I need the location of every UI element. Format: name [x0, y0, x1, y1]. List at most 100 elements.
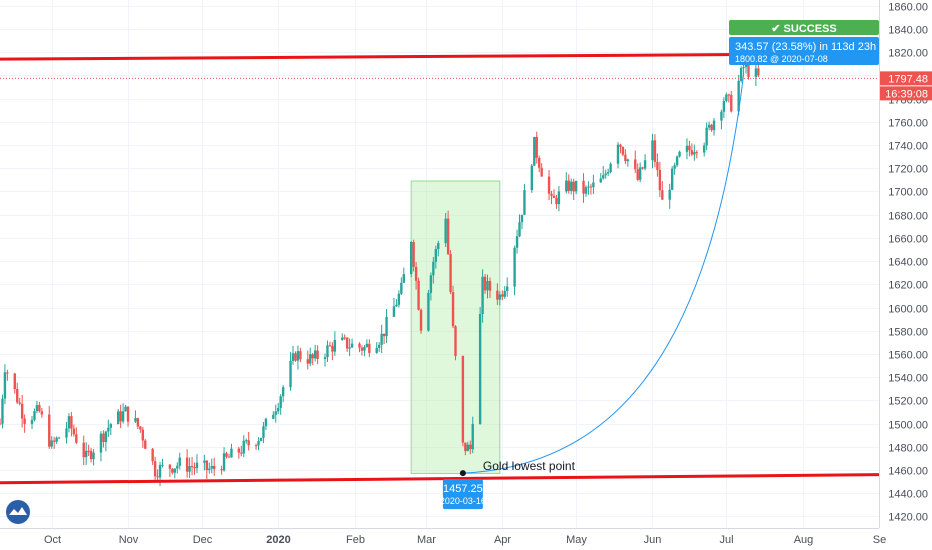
candle-body [444, 218, 447, 244]
candle-body [461, 356, 465, 443]
candle-body [316, 350, 319, 359]
candle-body [230, 448, 233, 458]
candle-body [739, 67, 743, 81]
candle-body [690, 150, 694, 155]
price-tick-label: 1440.00 [888, 489, 928, 501]
result-change: 343.57 (23.58%) in 113d 23h [735, 41, 876, 53]
candle-body [306, 359, 309, 364]
candle-body [454, 326, 457, 357]
candle-body [264, 418, 268, 427]
candle-body [168, 464, 172, 469]
candle-body [675, 156, 679, 166]
candle-body [584, 187, 588, 194]
candle-body [520, 214, 524, 223]
candle-body [702, 145, 706, 153]
candle-body [693, 152, 696, 155]
candle-body [55, 437, 58, 442]
candle-body [678, 151, 681, 157]
candle-body [116, 411, 120, 425]
price-tick-label: 1640.00 [888, 257, 928, 269]
candle-body [638, 167, 642, 180]
candle-body [377, 344, 381, 348]
candle-body [464, 442, 467, 452]
price-tick-label: 1600.00 [888, 304, 928, 316]
candle-body [488, 281, 492, 291]
low-price-date: 2020-03-16 [440, 496, 486, 506]
price-tick-label: 1720.00 [888, 164, 928, 176]
candle-body [208, 468, 211, 471]
candle-body [434, 249, 438, 262]
candle-body [429, 275, 433, 293]
projection-curve[interactable] [462, 74, 745, 474]
candle-body [188, 465, 191, 472]
candle-body [606, 172, 610, 174]
candle-body [262, 426, 265, 438]
logo-circle [6, 500, 30, 524]
price-tick-label: 1480.00 [888, 443, 928, 455]
candle-body [277, 408, 280, 412]
candle-body [107, 427, 110, 432]
candle-body [195, 462, 199, 469]
candle-body [104, 431, 108, 443]
candle-body [296, 351, 300, 361]
time-tick-label: Apr [494, 534, 511, 546]
trend-lines[interactable] [0, 53, 880, 485]
candle-body [400, 282, 403, 294]
candle-body [313, 350, 317, 359]
time-tick-label: Oct [44, 534, 61, 546]
candle-body [222, 453, 226, 471]
candlestick-series [0, 57, 760, 487]
candle-body [345, 337, 349, 349]
candle-body [661, 190, 664, 200]
price-tick-label: 1620.00 [888, 280, 928, 292]
candle-body [688, 145, 691, 151]
candle-body [382, 333, 386, 337]
time-tick-label: Nov [119, 534, 139, 546]
candle-body [326, 345, 329, 358]
candle-body [173, 468, 177, 473]
candle-body [350, 343, 354, 348]
candle-body [722, 100, 726, 112]
candle-body [213, 465, 216, 470]
candle-body [417, 280, 420, 310]
candle-body [368, 343, 371, 353]
candle-body [70, 416, 73, 429]
candle-body [757, 68, 760, 76]
candle-body [331, 345, 334, 352]
candle-body [747, 64, 750, 78]
candle-body [574, 180, 578, 192]
resistance-trendline[interactable] [0, 53, 742, 61]
candle-body [299, 351, 302, 360]
candle-body [348, 347, 351, 349]
low-point-marker[interactable] [459, 470, 466, 477]
candle-body [75, 434, 78, 443]
candle-body [538, 157, 541, 168]
candle-body [50, 440, 53, 447]
price-tick-label: 1560.00 [888, 350, 928, 362]
candle-body [35, 405, 39, 412]
price-tick-label: 1860.00 [888, 2, 928, 14]
candle-body [737, 80, 740, 112]
candle-body [730, 94, 733, 112]
candle-body [360, 347, 364, 351]
candle-body [254, 445, 258, 447]
candle-body [478, 314, 482, 424]
candle-body [225, 453, 228, 457]
candle-body [555, 197, 558, 205]
candle-body [567, 180, 570, 191]
candle-body [392, 306, 396, 317]
support-trendline[interactable] [0, 473, 880, 485]
candle-body [636, 169, 639, 180]
candle-body [705, 127, 708, 146]
time-axis[interactable]: Oct Nov Dec 2020 Feb Mar Apr May Jun Jul Aug Se [0, 528, 886, 547]
candle-body [481, 276, 484, 315]
candle-body [161, 464, 164, 466]
logo-mark [9, 507, 27, 515]
candle-body [67, 416, 71, 429]
time-tick-label: Feb [346, 534, 365, 546]
candle-body [333, 339, 337, 352]
candle-body [449, 254, 452, 293]
candle-body [109, 424, 112, 428]
candle-body [52, 440, 56, 442]
